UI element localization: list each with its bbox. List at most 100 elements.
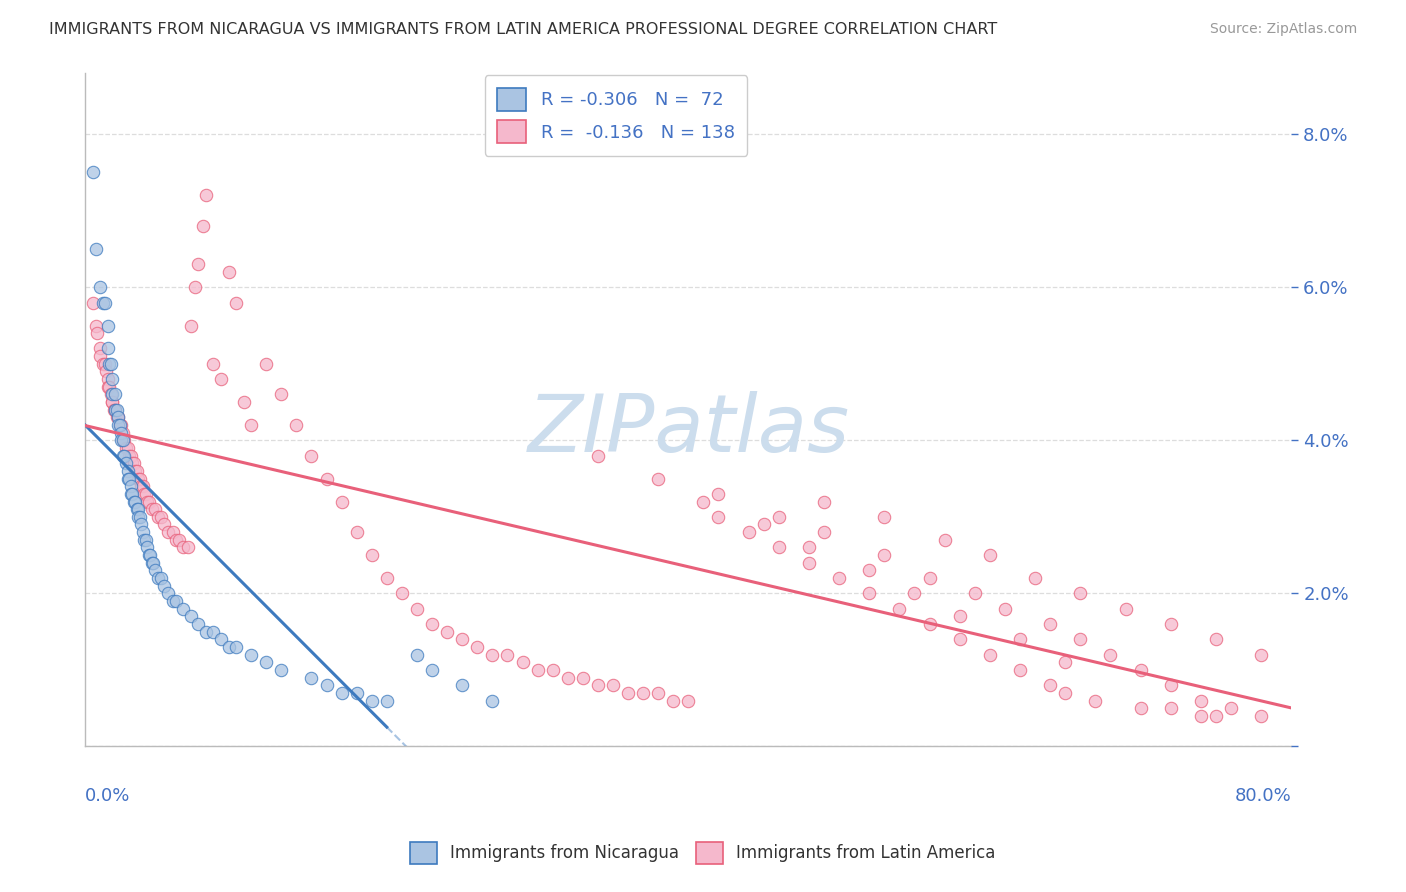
- Point: [1069, 586, 1091, 600]
- Point: [86, 326, 108, 341]
- Point: [1129, 701, 1152, 715]
- Point: [94, 295, 117, 310]
- Point: [254, 655, 277, 669]
- Point: [146, 571, 169, 585]
- Point: [586, 449, 609, 463]
- Point: [97, 380, 120, 394]
- Point: [120, 479, 142, 493]
- Point: [1220, 701, 1243, 715]
- Point: [114, 449, 136, 463]
- Point: [129, 479, 152, 493]
- Point: [187, 257, 209, 271]
- Point: [1160, 701, 1182, 715]
- Point: [124, 464, 146, 478]
- Point: [110, 434, 132, 448]
- Point: [121, 456, 143, 470]
- Point: [103, 402, 125, 417]
- Point: [104, 402, 127, 417]
- Point: [1054, 686, 1077, 700]
- Point: [406, 648, 429, 662]
- Point: [889, 601, 911, 615]
- Point: [89, 280, 111, 294]
- Point: [167, 533, 190, 547]
- Point: [146, 509, 169, 524]
- Point: [149, 509, 172, 524]
- Point: [138, 548, 160, 562]
- Point: [707, 487, 730, 501]
- Point: [82, 295, 104, 310]
- Point: [110, 425, 132, 440]
- Point: [135, 487, 157, 501]
- Point: [165, 594, 187, 608]
- Point: [131, 479, 153, 493]
- Point: [360, 548, 382, 562]
- Point: [127, 509, 149, 524]
- Point: [420, 617, 443, 632]
- Point: [118, 472, 141, 486]
- Point: [172, 601, 194, 615]
- Point: [157, 586, 180, 600]
- Point: [96, 364, 118, 378]
- Point: [162, 525, 184, 540]
- Point: [903, 586, 925, 600]
- Point: [301, 449, 323, 463]
- Point: [1084, 693, 1107, 707]
- Point: [131, 525, 153, 540]
- Point: [692, 494, 714, 508]
- Point: [194, 624, 217, 639]
- Point: [873, 548, 896, 562]
- Point: [107, 417, 129, 432]
- Point: [963, 586, 986, 600]
- Point: [184, 280, 207, 294]
- Point: [225, 295, 247, 310]
- Point: [391, 586, 413, 600]
- Point: [202, 624, 225, 639]
- Point: [1039, 617, 1062, 632]
- Point: [117, 441, 139, 455]
- Point: [209, 632, 232, 647]
- Point: [101, 395, 124, 409]
- Point: [202, 357, 225, 371]
- Point: [143, 563, 166, 577]
- Point: [1008, 663, 1031, 677]
- Point: [934, 533, 956, 547]
- Point: [768, 541, 790, 555]
- Point: [813, 494, 835, 508]
- Point: [100, 357, 122, 371]
- Point: [346, 686, 368, 700]
- Point: [617, 686, 640, 700]
- Point: [1115, 601, 1137, 615]
- Point: [994, 601, 1017, 615]
- Point: [120, 449, 142, 463]
- Point: [132, 487, 155, 501]
- Point: [89, 342, 111, 356]
- Point: [135, 533, 157, 547]
- Point: [162, 594, 184, 608]
- Point: [451, 678, 474, 692]
- Point: [101, 387, 124, 401]
- Point: [82, 165, 104, 179]
- Point: [465, 640, 488, 654]
- Point: [97, 342, 120, 356]
- Point: [107, 410, 129, 425]
- Point: [132, 533, 155, 547]
- Point: [104, 402, 127, 417]
- Point: [1205, 708, 1227, 723]
- Point: [136, 494, 159, 508]
- Point: [180, 318, 202, 333]
- Point: [101, 372, 124, 386]
- Point: [451, 632, 474, 647]
- Point: [93, 295, 115, 310]
- Point: [191, 219, 214, 233]
- Point: [115, 441, 138, 455]
- Point: [602, 678, 624, 692]
- Point: [315, 678, 337, 692]
- Point: [1189, 708, 1212, 723]
- Point: [98, 357, 121, 371]
- Text: ZIPatlas: ZIPatlas: [527, 391, 849, 469]
- Point: [128, 509, 150, 524]
- Point: [125, 502, 148, 516]
- Point: [737, 525, 759, 540]
- Point: [225, 640, 247, 654]
- Point: [647, 686, 669, 700]
